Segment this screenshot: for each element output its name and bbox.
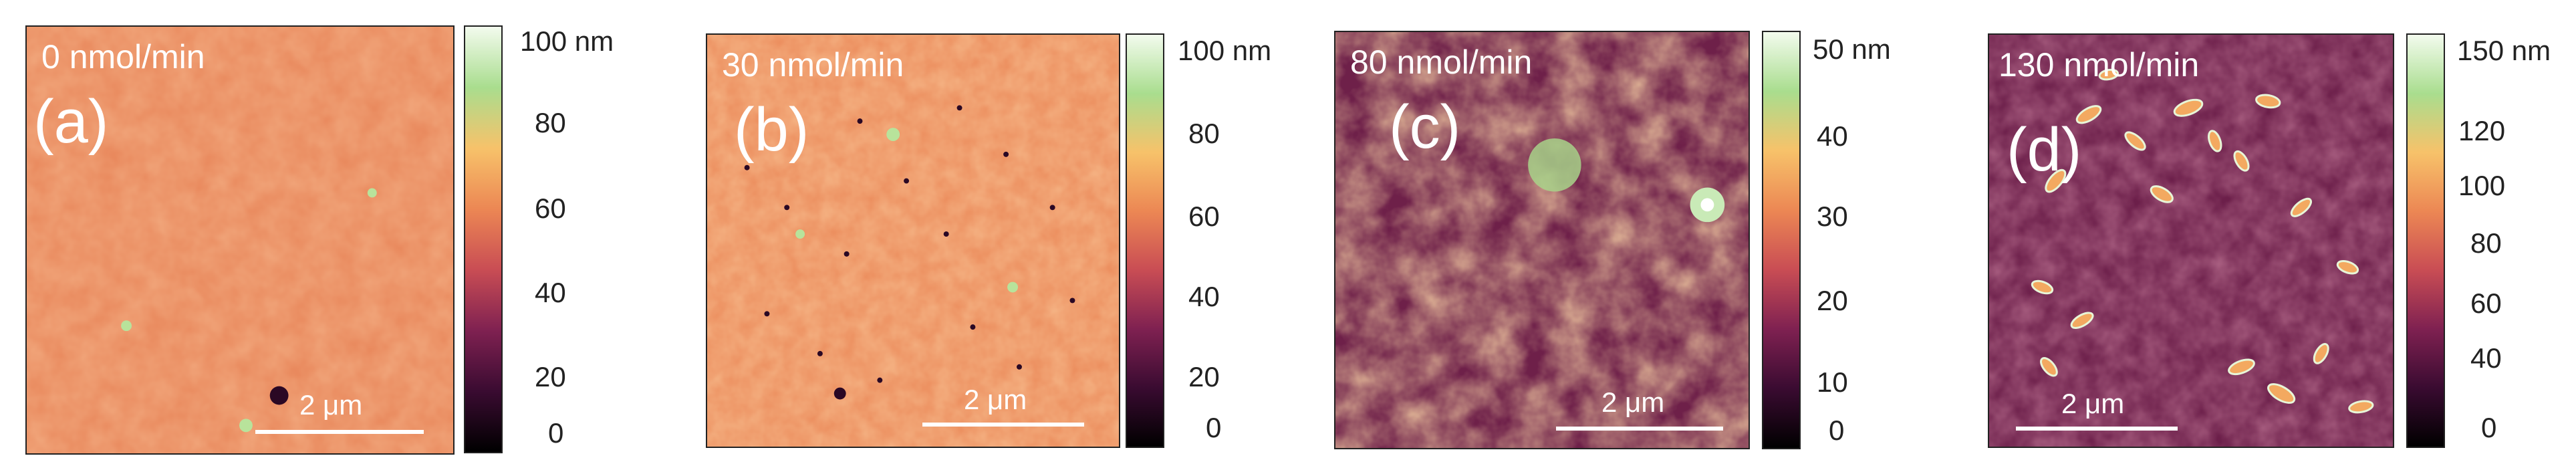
colorbar-tick-label: 60 bbox=[1188, 201, 1220, 232]
scale-bar-label: 2 μm bbox=[964, 384, 1027, 415]
colorbar-tick-label: 40 bbox=[535, 277, 566, 308]
flow-rate-label: 80 nmol/min bbox=[1350, 43, 1533, 81]
colorbar-max-label: 50 nm bbox=[1813, 33, 1891, 65]
colorbar-max-label: 150 nm bbox=[2457, 35, 2551, 66]
panel-letter: (a) bbox=[33, 88, 109, 156]
colorbar-tick-label: 20 bbox=[1188, 361, 1220, 392]
colorbar-tick-label: 40 bbox=[2470, 342, 2502, 374]
afm-image-a: 0 nmol/min (a) 2 μm bbox=[25, 25, 455, 455]
colorbar-tick-label: 0 bbox=[1829, 415, 1845, 446]
colorbar-d bbox=[2406, 33, 2445, 448]
afm-image-d: 130 nmol/min (d) 2 μm bbox=[1988, 33, 2394, 448]
colorbar-tick-label: 60 bbox=[535, 193, 566, 224]
colorbar-tick-label: 20 bbox=[1817, 285, 1848, 316]
scale-bar bbox=[1556, 427, 1723, 431]
scale-bar-label: 2 μm bbox=[2061, 388, 2125, 419]
afm-image-c: 80 nmol/min (c) 2 μm bbox=[1334, 31, 1750, 449]
panel-letter: (d) bbox=[2007, 116, 2082, 184]
colorbar-tick-label: 40 bbox=[1817, 120, 1848, 152]
flow-rate-label: 30 nmol/min bbox=[722, 46, 904, 84]
colorbar-a bbox=[464, 25, 503, 453]
colorbar-tick-label: 60 bbox=[2470, 287, 2502, 319]
colorbar-tick-label: 80 bbox=[2470, 227, 2502, 259]
colorbar-tick-label: 80 bbox=[1188, 118, 1220, 149]
colorbar-tick-label: 10 bbox=[1817, 366, 1848, 398]
colorbar-tick-label: 100 bbox=[2458, 170, 2506, 201]
colorbar-tick-label: 0 bbox=[1206, 412, 1222, 443]
flow-rate-label: 130 nmol/min bbox=[1999, 46, 2200, 84]
scale-bar-label: 2 μm bbox=[299, 389, 363, 421]
colorbar-tick-label: 40 bbox=[1188, 281, 1220, 312]
colorbar-max-label: 100 nm bbox=[520, 25, 614, 57]
colorbar-tick-label: 0 bbox=[2481, 412, 2497, 443]
scale-bar bbox=[922, 423, 1084, 427]
flow-rate-label: 0 nmol/min bbox=[41, 38, 205, 76]
scale-bar bbox=[2016, 427, 2178, 431]
afm-image-b: 30 nmol/min (b) 2 μm bbox=[706, 33, 1120, 448]
colorbar-max-label: 100 nm bbox=[1178, 35, 1272, 66]
colorbar-tick-label: 0 bbox=[548, 417, 564, 449]
colorbar-tick-label: 20 bbox=[535, 361, 566, 392]
scale-bar-label: 2 μm bbox=[1601, 386, 1665, 418]
panel-letter: (b) bbox=[734, 96, 809, 164]
colorbar-tick-label: 80 bbox=[535, 107, 566, 138]
scale-bar bbox=[255, 430, 424, 434]
colorbar-tick-label: 120 bbox=[2458, 115, 2506, 146]
colorbar-tick-label: 30 bbox=[1817, 201, 1848, 232]
panel-letter: (c) bbox=[1389, 93, 1461, 161]
colorbar-c bbox=[1762, 31, 1801, 449]
colorbar-b bbox=[1126, 33, 1164, 448]
